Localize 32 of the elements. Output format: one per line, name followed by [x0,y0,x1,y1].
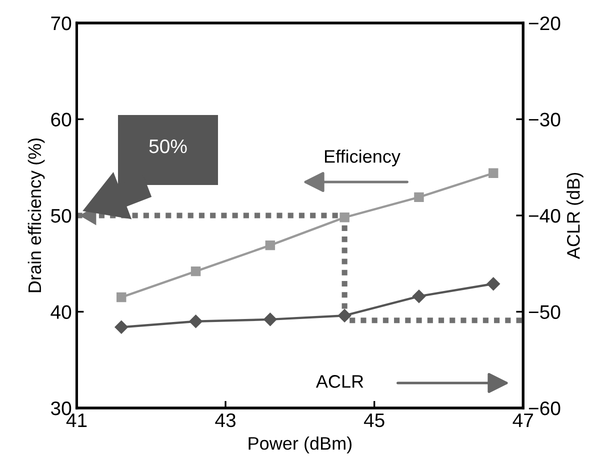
x-tick-label: 43 [215,413,236,428]
point [116,292,126,302]
x-axis-title: Power (dBm) [248,436,352,454]
point [114,320,128,334]
y2-tick-label: −30 [528,112,560,126]
annotation: ACLR [316,375,364,388]
y-tick-label: 40 [50,305,72,319]
x-tick-label: 41 [66,414,87,427]
point [486,277,500,290]
annotation: 50% [149,139,187,154]
point [340,212,350,222]
y-axis-title: Drain efficiency (%) [28,138,45,292]
x-tick-label: 45 [364,414,384,428]
y2-tick-label: −50 [528,305,560,319]
point [412,290,426,303]
point [338,309,352,322]
x-tick-label: 47 [512,414,533,427]
y2-tick-label: −60 [528,401,560,416]
y-tick-label: 70 [51,16,72,30]
y2-tick-label: −40 [528,208,560,223]
y-tick-label: 60 [51,112,72,126]
point [190,266,201,276]
point [265,240,276,250]
point [414,192,424,202]
point [189,314,202,328]
y-tick-label: 30 [50,401,72,416]
y2-tick-label: −20 [528,16,560,30]
y2-axis-title: ACLR (dB) [566,172,584,260]
y-tick-label: 50 [51,208,72,223]
point [488,168,498,178]
annotation: Efficiency [325,150,400,166]
point [264,312,277,326]
